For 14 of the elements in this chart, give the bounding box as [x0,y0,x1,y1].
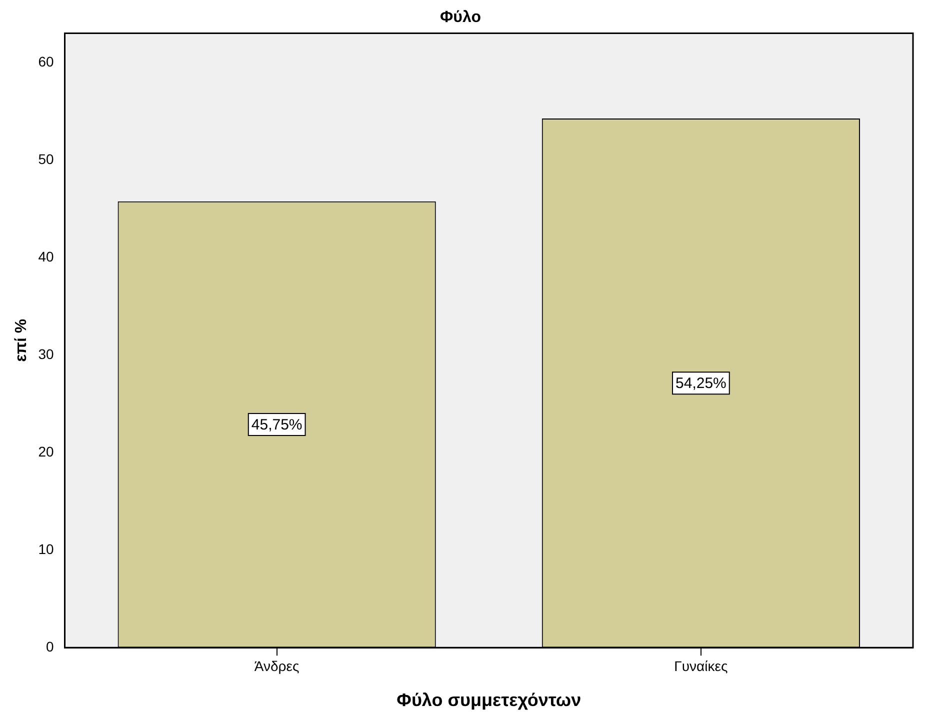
y-tick-label: 40 [38,248,54,264]
x-tick-label: Άνδρες [254,658,300,674]
data-label: 45,75% [251,416,302,434]
data-label: 54,25% [676,375,726,392]
x-axis-title: Φύλο συμμετεχόντων [396,690,582,710]
y-tick-label: 10 [38,540,54,557]
y-tick-label: 60 [38,53,54,70]
y-tick-label: 20 [38,443,54,460]
y-axis-title: επί % [13,318,30,362]
x-tick-label: Γυναίκες [674,658,728,674]
y-tick-label: 30 [38,346,54,362]
chart-title: Φύλο [440,9,482,26]
y-tick-label: 50 [38,150,54,167]
y-tick-label: 0 [46,638,54,654]
